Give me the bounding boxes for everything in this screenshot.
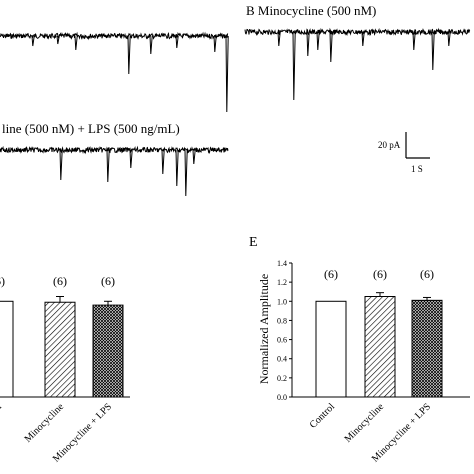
category-label: Minocycline [343,401,387,445]
n-label: (6) [420,267,434,281]
y-tick-label: 1.2 [277,278,287,287]
category-label: Control [308,401,338,431]
trace-c-line [0,145,229,197]
y-tick-label: 0.4 [277,355,287,364]
n-label: (6) [373,267,387,281]
scale-bar: 20 pA 1 S [378,132,430,174]
n-label: (6) [324,267,338,281]
panel-b-title: B Minocycline (500 nM) [246,3,376,18]
panel-e-letter: E [249,235,258,250]
trace-b-line [244,27,471,101]
category-label: Minocycline [23,401,67,445]
scale-bar-amplitude-label: 20 pA [378,140,401,150]
bar [315,300,347,398]
chart-e-ylabel: Normalized Amplitude [257,274,271,384]
scale-bar-time-label: 1 S [411,164,423,174]
chart-e: 0.0 0.2 0.4 0.6 0.8 1.0 1.2 1.4 (6) Control (6) Min… [277,259,470,465]
trace-c [0,145,229,197]
y-tick-label: 0.2 [277,374,287,383]
y-tick-label: 0.6 [277,336,287,345]
y-tick-label: 1.4 [277,259,287,268]
n-label: (6) [101,274,115,288]
category-label: ntrol [0,401,4,422]
y-tick-label: 0.0 [277,393,287,402]
trace-a [0,31,229,113]
y-tick-label: 1.0 [277,297,287,306]
bar [364,296,396,398]
trace-a-line [0,31,229,113]
trace-b [244,27,471,101]
chart-d: (6)ntrol(6)Minocycline(6)Minocycline + L… [0,274,130,465]
bar [44,301,76,398]
y-tick-label: 0.8 [277,316,287,325]
bar [92,304,124,398]
n-label: (6) [53,274,67,288]
bar [411,299,443,398]
panel-c-title: line (500 nM) + LPS (500 ng/mL) [2,121,180,136]
n-label: (6) [0,274,5,288]
bar [0,300,14,398]
